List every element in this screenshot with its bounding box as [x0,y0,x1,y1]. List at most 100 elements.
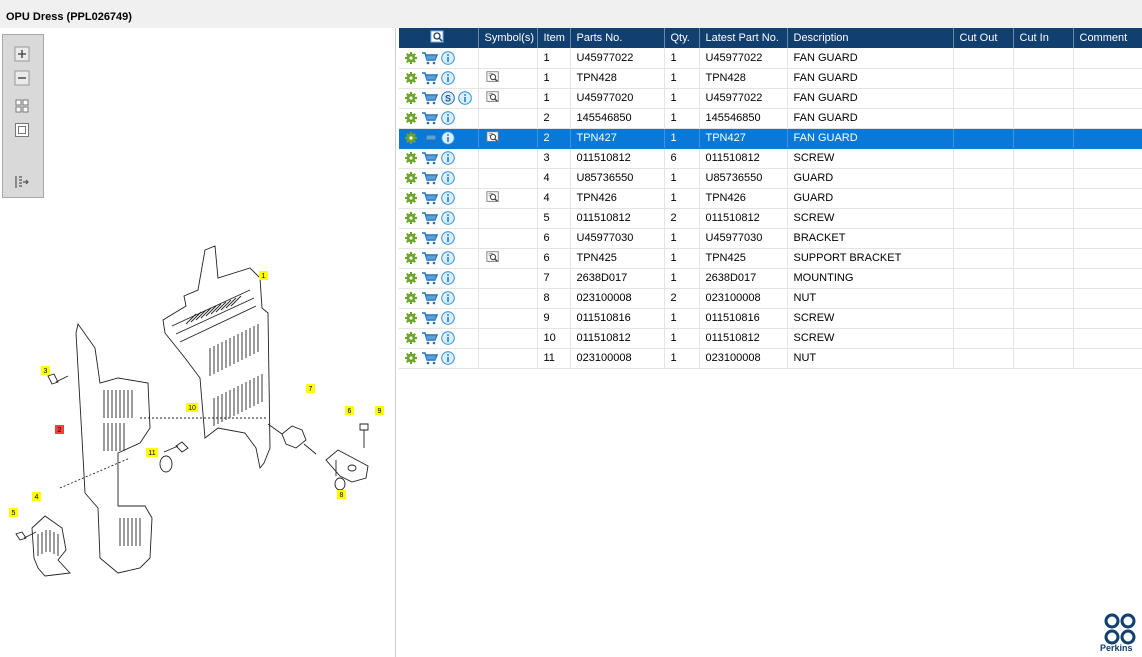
table-row[interactable]: 4 TPN426 1 TPN426 GUARD [399,188,1142,209]
gear-icon[interactable] [404,331,418,345]
callout-1[interactable]: 1 [259,271,268,280]
symbol-note-icon[interactable] [485,250,501,264]
gear-icon[interactable] [404,351,418,365]
table-row[interactable]: 2 145546850 1 145546850 FAN GUARD [399,108,1142,129]
callout-4[interactable]: 4 [32,492,41,501]
column-header-latest-part-no[interactable]: Latest Part No. [699,28,788,48]
cart-icon[interactable] [421,271,438,285]
screw-3 [47,373,69,385]
cart-icon[interactable] [421,351,438,365]
symbol-note-icon[interactable] [485,190,501,204]
zoom-out-button[interactable] [12,69,32,87]
column-header-actions[interactable] [399,28,479,48]
column-header-qty[interactable]: Qty. [664,28,700,48]
info-icon[interactable] [441,151,455,165]
table-row[interactable]: 7 2638D017 1 2638D017 MOUNTING [399,268,1142,289]
cart-icon[interactable] [421,171,438,185]
table-row[interactable]: 9 011510816 1 011510816 SCREW [399,308,1142,329]
table-row[interactable]: 2 TPN427 1 TPN427 FAN GUARD [399,128,1142,149]
column-header-cut-out[interactable]: Cut Out [953,28,1014,48]
table-row[interactable]: 10 011510812 1 011510812 SCREW [399,328,1142,349]
column-header-description[interactable]: Description [787,28,954,48]
callout-5[interactable]: 5 [9,508,18,517]
gear-icon[interactable] [404,191,418,205]
fit-window-button[interactable] [12,121,32,139]
column-header-cut-in[interactable]: Cut In [1013,28,1074,48]
gear-icon[interactable] [404,111,418,125]
symbol-note-icon[interactable] [485,90,501,104]
comment-cell [1073,128,1142,149]
cart-icon[interactable] [421,311,438,325]
cart-icon[interactable] [421,331,438,345]
callout-2[interactable]: 2 [55,425,64,434]
cart-icon[interactable] [421,111,438,125]
gear-icon[interactable] [404,311,418,325]
info-icon[interactable] [441,71,455,85]
cart-icon[interactable] [421,211,438,225]
gear-icon[interactable] [404,291,418,305]
info-icon[interactable] [441,351,455,365]
column-header-parts-no[interactable]: Parts No. [570,28,665,48]
zoom-in-button[interactable] [12,45,32,63]
cart-icon[interactable] [421,251,438,265]
export-button[interactable] [12,173,32,191]
info-icon[interactable] [441,271,455,285]
gear-icon[interactable] [404,131,418,145]
gear-icon[interactable] [404,171,418,185]
table-row[interactable]: S 1 U45977020 1 U45977022 FAN GUARD [399,88,1142,109]
gear-icon[interactable] [404,71,418,85]
table-row[interactable]: 11 023100008 1 023100008 NUT [399,348,1142,369]
part-number-cell: 011510812 [570,328,665,349]
info-icon[interactable] [441,231,455,245]
info-icon[interactable] [441,131,455,145]
cart-icon[interactable] [421,151,438,165]
gear-icon[interactable] [404,231,418,245]
table-row[interactable]: 6 U45977030 1 U45977030 BRACKET [399,228,1142,249]
info-icon[interactable] [458,91,472,105]
callout-7[interactable]: 7 [306,384,315,393]
gear-icon[interactable] [404,91,418,105]
cart-icon[interactable] [421,131,438,145]
column-header-comment[interactable]: Comment [1073,28,1142,48]
info-icon[interactable] [441,211,455,225]
info-icon[interactable] [441,191,455,205]
gear-icon[interactable] [404,271,418,285]
table-row[interactable]: 1 TPN428 1 TPN428 FAN GUARD [399,68,1142,89]
table-row[interactable]: 1 U45977022 1 U45977022 FAN GUARD [399,48,1142,69]
info-icon[interactable] [441,291,455,305]
callout-10[interactable]: 10 [186,403,198,412]
info-icon[interactable] [441,50,455,65]
table-row[interactable]: 6 TPN425 1 TPN425 SUPPORT BRACKET [399,248,1142,269]
gear-icon[interactable] [404,211,418,225]
cart-icon[interactable] [421,191,438,205]
symbol-note-icon[interactable] [485,130,501,144]
qty-cell: 1 [664,308,700,329]
supersession-icon[interactable]: S [441,91,455,105]
info-icon[interactable] [441,171,455,185]
gear-icon[interactable] [404,51,418,65]
info-icon[interactable] [441,111,455,125]
symbol-note-icon[interactable] [485,70,501,84]
column-header-item[interactable]: Item [537,28,571,48]
callout-11[interactable]: 11 [146,448,158,457]
cart-icon[interactable] [421,231,438,245]
info-icon[interactable] [441,331,455,345]
cart-icon[interactable] [421,71,438,85]
callout-8[interactable]: 8 [337,490,346,499]
gear-icon[interactable] [404,251,418,265]
cart-icon[interactable] [421,291,438,305]
column-header-symbols[interactable]: Symbol(s) [478,28,538,48]
cart-icon[interactable] [421,51,438,65]
callout-6[interactable]: 6 [345,406,354,415]
table-row[interactable]: 3 011510812 6 011510812 SCREW [399,148,1142,169]
info-icon[interactable] [441,251,455,265]
cart-icon[interactable] [421,91,438,105]
fit-all-button[interactable] [12,97,32,115]
info-icon[interactable] [441,311,455,325]
callout-3[interactable]: 3 [41,366,50,375]
table-row[interactable]: 4 U85736550 1 U85736550 GUARD [399,168,1142,189]
callout-9[interactable]: 9 [375,406,384,415]
table-row[interactable]: 8 023100008 2 023100008 NUT [399,288,1142,309]
table-row[interactable]: 5 011510812 2 011510812 SCREW [399,208,1142,229]
gear-icon[interactable] [404,151,418,165]
